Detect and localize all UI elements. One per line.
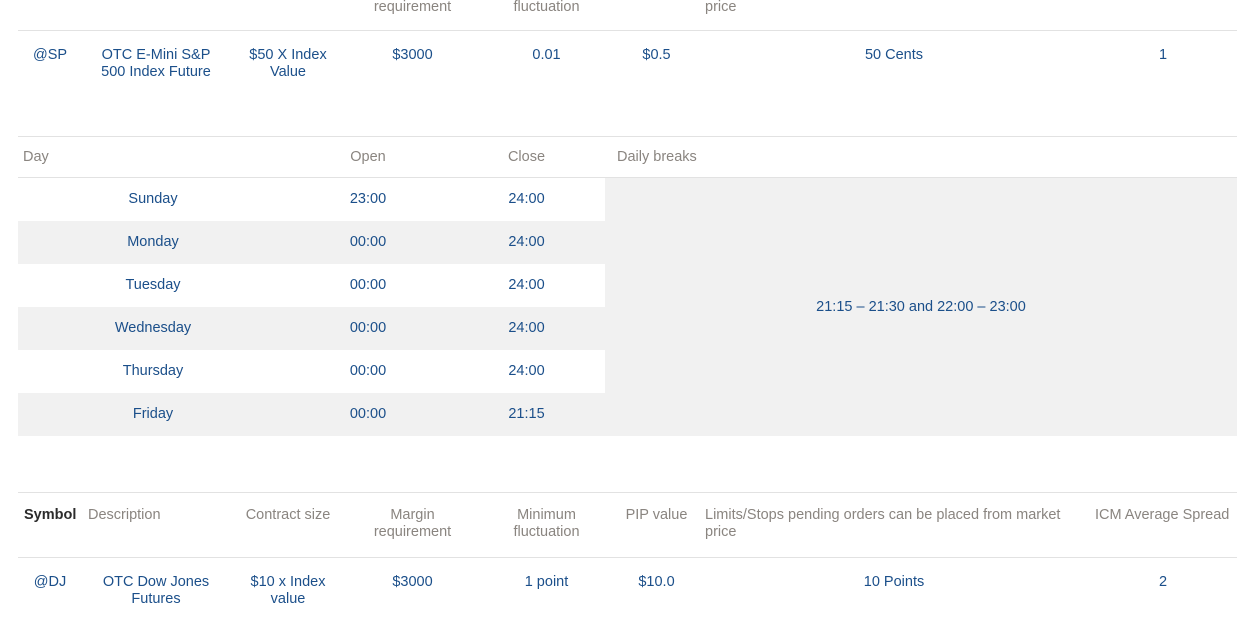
column-header-day: Day [18, 136, 288, 178]
table-header-row: Symbol Description Contract size Margin … [18, 0, 1237, 31]
column-header-contract-size: Contract size [230, 0, 346, 31]
table-row: Wednesday 00:00 24:00 [18, 307, 1237, 350]
cell-margin-requirement: $3000 [392, 574, 433, 590]
table-row: Thursday 00:00 24:00 [18, 350, 1237, 393]
column-header-symbol: Symbol [18, 492, 82, 558]
dj-instrument-spec-table: Symbol Description Contract size Margin … [18, 492, 1237, 608]
table-header: Symbol Description Contract size Margin … [18, 0, 1237, 31]
cell-open: 00:00 [288, 264, 448, 307]
column-header-symbol: Symbol [18, 0, 82, 31]
schedule-table-body: Sunday 23:00 24:00 21:15 – 21:30 and 22:… [18, 177, 1237, 436]
schedule-table-header: Day Open Close Daily breaks [18, 136, 1237, 178]
cell-close: 21:15 [448, 393, 605, 436]
table-row: Sunday 23:00 24:00 21:15 – 21:30 and 22:… [18, 177, 1237, 436]
dj-instrument-spec-table-wrapper: Symbol Description Contract size Margin … [0, 492, 1259, 608]
column-header-icm-average-spread: ICM Average Spread [1089, 0, 1237, 31]
cell-contract-size: $10 x Index value [250, 574, 326, 607]
column-header-open: Open [288, 136, 448, 178]
trading-schedule-table-wrapper: Day Open Close Daily breaks Sunday 23:00… [0, 136, 1259, 436]
cell-day: Wednesday [18, 307, 288, 350]
cell-minimum-fluctuation: 0.01 [532, 47, 561, 63]
table-row: Monday 00:00 24:00 [18, 221, 1237, 264]
cell-day: Thursday [18, 350, 288, 393]
column-header-pip-value: PIP value [614, 0, 699, 31]
sp-instrument-spec-table-wrapper: Symbol Description Contract size Margin … [0, 0, 1259, 81]
cell-pip-value: $10.0 [638, 574, 675, 590]
table-row: @SP OTC E-Mini S&P 500 Index Future $50 … [18, 31, 1237, 82]
sp-instrument-spec-table: Symbol Description Contract size Margin … [18, 0, 1237, 81]
cell-limits-stops: 50 Cents [864, 47, 924, 63]
cell-symbol: @DJ [33, 574, 67, 590]
cell-daily-breaks: 21:15 – 21:30 and 22:00 – 23:00 [605, 177, 1237, 436]
table-header: Symbol Description Contract size Margin … [18, 492, 1237, 558]
cell-symbol: @SP [32, 47, 68, 63]
trading-schedule-table: Day Open Close Daily breaks Sunday 23:00… [18, 136, 1237, 436]
column-header-minimum-fluctuation: Minimum fluctuation [479, 492, 614, 558]
cell-close: 24:00 [448, 177, 605, 221]
cell-pip-value: $0.5 [642, 47, 671, 63]
cell-open: 23:00 [288, 177, 448, 221]
column-header-margin-requirement: Margin requirement [346, 0, 479, 31]
cell-close: 24:00 [448, 264, 605, 307]
cell-open: 00:00 [288, 350, 448, 393]
cell-day: Tuesday [18, 264, 288, 307]
column-header-close: Close [448, 136, 605, 178]
column-header-daily-breaks: Daily breaks [605, 136, 1237, 178]
cell-icm-average-spread: 1 [1158, 47, 1168, 63]
table-body: @DJ OTC Dow Jones Futures $10 x Index va… [18, 558, 1237, 609]
column-header-margin-requirement: Margin requirement [346, 492, 479, 558]
table-row: @DJ OTC Dow Jones Futures $10 x Index va… [18, 558, 1237, 609]
column-header-description: Description [82, 0, 230, 31]
cell-limits-stops: 10 Points [863, 574, 925, 590]
cell-minimum-fluctuation: 1 point [524, 574, 569, 590]
cell-contract-size: $50 X Index Value [249, 47, 327, 80]
cell-day: Friday [18, 393, 288, 436]
cell-description: OTC Dow Jones Futures [102, 574, 210, 607]
table-header-row: Symbol Description Contract size Margin … [18, 492, 1237, 558]
cell-icm-average-spread: 2 [1158, 574, 1168, 590]
cell-close: 24:00 [448, 350, 605, 393]
column-header-icm-average-spread: ICM Average Spread [1089, 492, 1237, 558]
cell-description: OTC E-Mini S&P 500 Index Future [101, 47, 211, 80]
column-header-contract-size: Contract size [230, 492, 346, 558]
cell-close: 24:00 [448, 307, 605, 350]
cell-day: Sunday [18, 177, 288, 221]
table-row: Tuesday 00:00 24:00 [18, 264, 1237, 307]
column-header-minimum-fluctuation: Minimum fluctuation [479, 0, 614, 31]
column-header-description: Description [82, 492, 230, 558]
cell-margin-requirement: $3000 [392, 47, 433, 63]
schedule-header-row: Day Open Close Daily breaks [18, 136, 1237, 178]
cell-open: 00:00 [288, 307, 448, 350]
column-header-limits-stops: Limits/Stops pending orders can be place… [699, 0, 1089, 31]
cell-close: 24:00 [448, 221, 605, 264]
table-row: Friday 00:00 21:15 [18, 393, 1237, 436]
table-body: @SP OTC E-Mini S&P 500 Index Future $50 … [18, 31, 1237, 82]
column-header-limits-stops: Limits/Stops pending orders can be place… [699, 492, 1089, 558]
cell-open: 00:00 [288, 393, 448, 436]
column-header-pip-value: PIP value [614, 492, 699, 558]
cell-day: Monday [18, 221, 288, 264]
cell-open: 00:00 [288, 221, 448, 264]
